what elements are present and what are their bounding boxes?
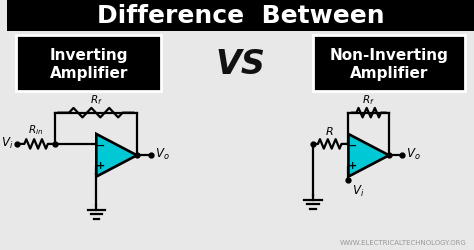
FancyBboxPatch shape (7, 0, 474, 32)
Text: $V_i$: $V_i$ (352, 183, 365, 198)
Text: Inverting
Amplifier: Inverting Amplifier (50, 48, 128, 81)
Text: $V_o$: $V_o$ (406, 146, 420, 161)
Text: $R$: $R$ (326, 124, 334, 136)
Text: +: + (96, 160, 105, 170)
Text: $R_f$: $R_f$ (363, 92, 375, 106)
Text: Difference  Between: Difference Between (97, 4, 384, 28)
Text: WWW.ELECTRICALTECHNOLOGY.ORG: WWW.ELECTRICALTECHNOLOGY.ORG (340, 239, 467, 245)
FancyBboxPatch shape (313, 36, 465, 92)
Text: +: + (348, 160, 357, 170)
Text: −: − (96, 141, 105, 151)
Text: $V_i$: $V_i$ (1, 135, 14, 150)
Polygon shape (96, 134, 137, 177)
Text: Non-Inverting
Amplifier: Non-Inverting Amplifier (329, 48, 448, 81)
Text: $V_o$: $V_o$ (155, 146, 169, 161)
Text: $R_f$: $R_f$ (90, 92, 102, 106)
Text: $R_{in}$: $R_{in}$ (28, 122, 44, 136)
Text: VS: VS (216, 48, 265, 80)
FancyBboxPatch shape (17, 36, 161, 92)
Polygon shape (348, 134, 389, 177)
Text: −: − (348, 141, 357, 151)
